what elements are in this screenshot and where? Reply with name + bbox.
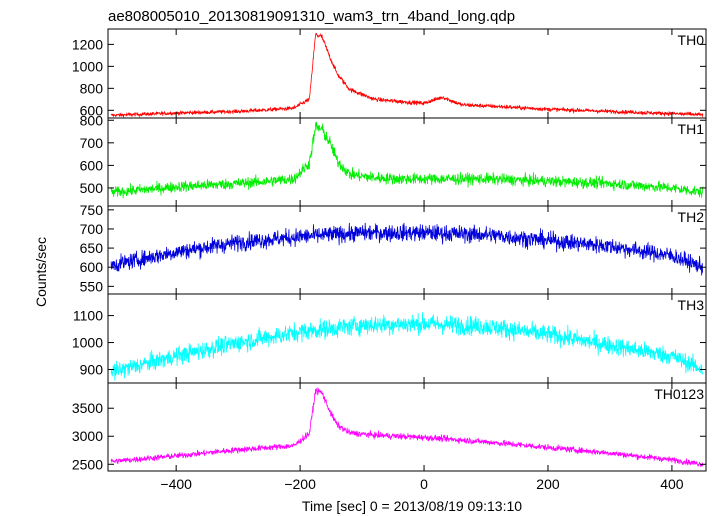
y-tick-label: 1100 [73, 308, 103, 324]
x-tick-label: 400 [660, 476, 684, 492]
y-tick-label: 3500 [72, 400, 103, 416]
y-tick-label: 900 [80, 362, 104, 378]
y-tick-label: 650 [80, 240, 104, 256]
y-tick-label: 700 [80, 135, 104, 151]
panel-frame [107, 382, 707, 472]
y-tick-label: 600 [80, 259, 104, 275]
x-tick-label: −200 [284, 476, 316, 492]
panel-label: TH0 [678, 32, 705, 48]
panel-th3: 900 1000 1100 TH3 [72, 293, 707, 384]
series-trace-th3 [110, 312, 704, 381]
y-tick-label: 750 [80, 202, 104, 218]
x-tick-label: −400 [160, 476, 192, 492]
x-axis-title: Time [sec] 0 = 2013/08/19 09:13:10 [302, 498, 522, 514]
y-tick-label: 500 [80, 180, 104, 196]
y-tick-label: 600 [80, 102, 104, 118]
y-tick-label: 1000 [72, 58, 103, 74]
panel-frame [107, 117, 707, 207]
y-tick-label: 1200 [72, 36, 103, 52]
y-tick-label: 2500 [72, 456, 103, 472]
x-axis: −400 −200 0 200 400 [160, 476, 683, 492]
panel-frame [107, 28, 707, 119]
y-tick-label: 550 [80, 278, 104, 294]
y-tick-label: 800 [80, 80, 104, 96]
y-axis-title: Counts/sec [33, 237, 49, 307]
y-tick-label: 700 [80, 221, 104, 237]
series-trace-th0123 [110, 387, 704, 468]
x-tick-label: 200 [536, 476, 560, 492]
y-tick-label: 3000 [72, 428, 103, 444]
panel-th2: 550 600 650 700 750 TH2 [80, 202, 707, 295]
panel-th1: 500 600 700 800 TH1 [80, 112, 707, 207]
panel-label: TH2 [678, 209, 705, 225]
panel-frame [107, 293, 707, 384]
series-trace-th0 [110, 32, 704, 118]
y-tick-label: 1000 [72, 335, 103, 351]
x-tick-label: 0 [420, 476, 428, 492]
y-tick-label: 800 [80, 112, 104, 128]
y-tick-label: 600 [80, 157, 104, 173]
series-trace-th1 [110, 121, 704, 199]
panel-th0: 600 800 1000 1200 TH0 [72, 28, 707, 119]
panel-label: TH3 [678, 297, 705, 313]
panel-th0123: 2500 3000 3500 TH0123 [72, 382, 707, 472]
panel-label: TH1 [678, 121, 705, 137]
panel-label: TH0123 [654, 386, 704, 402]
figure-title: ae808005010_20130819091310_wam3_trn_4ban… [108, 8, 515, 25]
series-trace-th2 [110, 222, 704, 276]
